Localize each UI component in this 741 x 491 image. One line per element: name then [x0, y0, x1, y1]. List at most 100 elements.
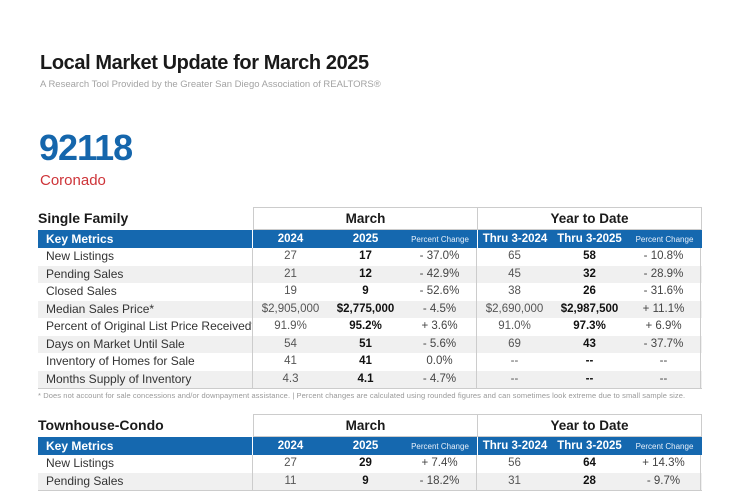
ytd-2024-value: --: [510, 355, 519, 367]
col-header-pct-change: Percent Change: [411, 441, 469, 451]
metric-label: New Listings: [38, 455, 253, 473]
march-columns: 2024 2025 Percent Change: [253, 230, 477, 248]
march-2024-value: 27: [284, 250, 297, 262]
march-2024-value: 11: [284, 474, 297, 487]
ytd-pct-change: - 9.7%: [627, 472, 701, 490]
page-subtitle: A Research Tool Provided by the Greater …: [40, 79, 381, 90]
key-metrics-header-row: Key Metrics 2024 2025 Percent Change Thr…: [38, 230, 702, 248]
ytd-pct-change: - 10.8%: [627, 248, 701, 266]
metric-label: New Listings: [38, 248, 253, 266]
ytd-2025-value: --: [585, 355, 594, 367]
table-row: Median Sales Price* $2,905,000 $2,775,00…: [38, 300, 702, 318]
ytd-2025-value: 97.3%: [573, 320, 606, 332]
march-2025-value: 17: [359, 250, 372, 262]
march-pct-change: 0.0%: [403, 353, 477, 371]
march-pct-change: - 18.2%: [403, 472, 477, 490]
ytd-2024-value: --: [510, 372, 519, 385]
march-2024-value: 41: [284, 355, 297, 367]
ytd-pct-change: + 11.1%: [627, 300, 701, 318]
march-pct-change: - 42.9%: [403, 265, 477, 283]
ytd-group-header: Year to Date: [478, 207, 702, 230]
march-2025-value: 4.1: [357, 372, 374, 385]
march-group-header: March: [253, 414, 478, 437]
ytd-2024-value: $2,690,000: [485, 302, 544, 315]
march-pct-change: - 52.6%: [403, 283, 477, 301]
col-header-pct-change: Percent Change: [411, 234, 469, 244]
ytd-2025-value: 26: [583, 285, 596, 297]
march-2025-value: 95.2%: [349, 320, 382, 332]
ytd-group-header: Year to Date: [478, 414, 702, 437]
ytd-2024-value: 38: [508, 285, 521, 297]
table-row: Closed Sales 19 9 - 52.6% 38 26 - 31.6%: [38, 283, 702, 301]
march-2024-value: 4.3: [282, 372, 299, 385]
march-columns: 2024 2025 Percent Change: [253, 437, 477, 455]
table-row: Percent of Original List Price Received*…: [38, 318, 702, 336]
ytd-columns: Thru 3-2024 Thru 3-2025 Percent Change: [478, 437, 702, 455]
march-pct-change: - 4.5%: [403, 300, 477, 318]
ytd-pct-change: + 6.9%: [627, 318, 701, 336]
section-title: Single Family: [38, 210, 129, 226]
col-header-2024: 2024: [277, 440, 304, 452]
table-group-header: Townhouse-Condo March Year to Date: [38, 414, 702, 437]
col-header-2025: 2025: [352, 233, 379, 245]
col-header-2024: 2024: [277, 233, 304, 245]
metric-label: Pending Sales: [38, 265, 253, 283]
col-header-thru-2025: Thru 3-2025: [557, 233, 622, 245]
col-header-pct-change: Percent Change: [635, 441, 694, 451]
march-2025-value: 51: [359, 337, 372, 350]
ytd-2025-value: 58: [583, 250, 596, 262]
metric-label: Months Supply of Inventory: [38, 370, 253, 388]
march-pct-change: + 7.4%: [403, 455, 477, 473]
zip-code: 92118: [39, 127, 133, 168]
march-2024-value: 54: [284, 337, 297, 350]
metric-label: Pending Sales: [38, 472, 253, 490]
key-metrics-header-row: Key Metrics 2024 2025 Percent Change Thr…: [38, 437, 702, 455]
col-header-2025: 2025: [352, 440, 379, 452]
col-header-thru-2024: Thru 3-2024: [482, 233, 548, 245]
march-group-header: March: [253, 207, 478, 230]
table-row: Pending Sales 21 12 - 42.9% 45 32 - 28.9…: [38, 265, 702, 283]
metric-label: Closed Sales: [38, 283, 253, 301]
section-title: Townhouse-Condo: [38, 417, 164, 433]
march-2024-value: 21: [284, 267, 297, 280]
march-2024-value: 27: [284, 457, 297, 469]
col-header-thru-2024: Thru 3-2024: [482, 440, 548, 452]
ytd-pct-change: - 37.7%: [627, 335, 701, 353]
metric-label: Days on Market Until Sale: [38, 335, 253, 353]
ytd-pct-change: - 31.6%: [627, 283, 701, 301]
ytd-2024-value: 69: [508, 337, 521, 350]
march-2025-value: 41: [359, 355, 372, 367]
key-metrics-label: Key Metrics: [38, 230, 252, 248]
single-family-table: Single Family March Year to Date Key Met…: [38, 207, 702, 389]
key-metrics-label: Key Metrics: [38, 437, 252, 455]
table-group-header: Single Family March Year to Date: [38, 207, 702, 230]
ytd-2025-value: $2,987,500: [560, 302, 619, 315]
col-header-pct-change: Percent Change: [635, 234, 694, 244]
march-2025-value: 9: [362, 474, 369, 487]
table-row: Inventory of Homes for Sale 41 41 0.0% -…: [38, 353, 702, 371]
ytd-2025-value: 43: [583, 337, 596, 350]
march-2025-value: 9: [362, 285, 369, 297]
table-row: Months Supply of Inventory 4.3 4.1 - 4.7…: [38, 370, 702, 388]
ytd-pct-change: - 28.9%: [627, 265, 701, 283]
march-pct-change: - 4.7%: [403, 370, 477, 388]
ytd-2025-value: 32: [583, 267, 596, 280]
metric-label: Median Sales Price*: [38, 300, 253, 318]
ytd-2024-value: 45: [508, 267, 521, 280]
ytd-columns: Thru 3-2024 Thru 3-2025 Percent Change: [478, 230, 702, 248]
march-2024-value: 91.9%: [274, 320, 307, 332]
ytd-2025-value: 28: [583, 474, 596, 487]
table-row: Days on Market Until Sale 54 51 - 5.6% 6…: [38, 335, 702, 353]
metric-label: Percent of Original List Price Received*: [38, 318, 253, 336]
ytd-pct-change: --: [627, 370, 701, 388]
table-row: Pending Sales 11 9 - 18.2% 31 28 - 9.7%: [38, 472, 702, 490]
march-pct-change: - 5.6%: [403, 335, 477, 353]
march-2025-value: $2,775,000: [336, 302, 395, 315]
ytd-2024-value: 31: [508, 474, 521, 487]
march-2025-value: 29: [359, 457, 372, 469]
march-2024-value: 19: [284, 285, 297, 297]
table-row: New Listings 27 17 - 37.0% 65 58 - 10.8%: [38, 248, 702, 266]
townhouse-condo-table: Townhouse-Condo March Year to Date Key M…: [38, 414, 702, 491]
footnote: * Does not account for sale concessions …: [38, 391, 686, 400]
